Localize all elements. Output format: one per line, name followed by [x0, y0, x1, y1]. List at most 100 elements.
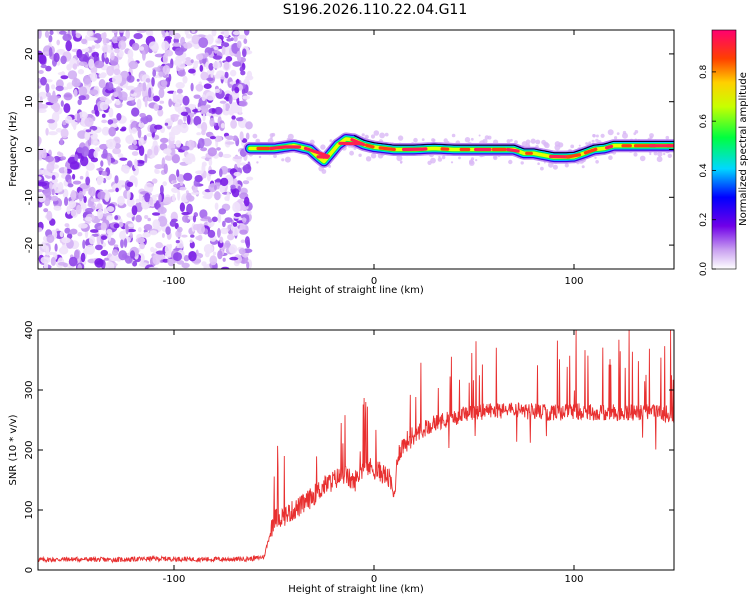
noise-speckle — [104, 57, 110, 65]
noise-speckle — [173, 183, 181, 188]
noise-speckle — [178, 69, 186, 77]
snr-x-tick-label: -100 — [163, 574, 186, 585]
page-title: S196.2026.110.22.04.G11 — [282, 2, 468, 18]
noise-speckle — [67, 183, 74, 188]
noise-speckle — [131, 151, 139, 156]
ridge-halo-speckle — [581, 165, 585, 169]
snr-x-axis-label: Height of straight line (km) — [288, 584, 424, 595]
noise-speckle — [233, 171, 242, 177]
noise-speckle — [51, 188, 55, 196]
ridge-peak-segment — [269, 145, 287, 151]
noise-speckle — [113, 223, 120, 229]
noise-speckle — [138, 122, 145, 128]
noise-speckle — [225, 141, 235, 145]
noise-speckle — [77, 99, 82, 106]
noise-speckle — [75, 32, 81, 39]
noise-speckle — [162, 148, 172, 155]
noise-speckle — [170, 114, 180, 118]
noise-speckle — [91, 45, 95, 50]
noise-speckle — [231, 188, 240, 198]
noise-speckle — [49, 182, 53, 189]
noise-speckle — [222, 102, 226, 113]
noise-speckle — [117, 35, 127, 42]
noise-speckle — [127, 49, 134, 60]
noise-speckle — [50, 256, 57, 266]
noise-speckle — [153, 145, 159, 156]
noise-speckle — [84, 132, 90, 141]
ridge-halo-speckle — [514, 140, 518, 145]
noise-speckle — [144, 192, 151, 203]
noise-speckle — [72, 63, 78, 70]
ridge-halo-speckle — [608, 155, 613, 160]
noise-speckle — [53, 205, 62, 211]
noise-speckle — [86, 30, 94, 37]
noise-speckle — [193, 115, 202, 126]
noise-speckle — [222, 257, 226, 262]
ridge-halo-speckle — [585, 142, 588, 145]
noise-speckle — [168, 73, 172, 82]
noise-speckle — [201, 161, 207, 167]
noise-speckle — [84, 117, 94, 127]
noise-speckle — [188, 68, 196, 74]
noise-speckle — [126, 86, 133, 91]
noise-speckle — [106, 139, 111, 143]
ridge-halo-speckle — [622, 132, 628, 139]
noise-speckle — [147, 148, 153, 156]
noise-speckle — [145, 78, 151, 83]
ridge-peak-segment — [506, 147, 520, 153]
ridge-halo-speckle — [595, 134, 599, 138]
ridge-halo-speckle — [458, 156, 461, 160]
spectrogram-x-axis-label: Height of straight line (km) — [288, 285, 424, 296]
noise-speckle — [214, 74, 222, 79]
noise-speckle — [61, 237, 71, 244]
noise-speckle — [183, 255, 190, 262]
noise-speckle — [243, 196, 250, 207]
noise-speckle — [193, 60, 199, 69]
noise-speckle — [107, 155, 112, 166]
noise-speckle — [196, 223, 200, 233]
noise-speckle — [78, 61, 88, 67]
noise-speckle — [186, 192, 192, 201]
noise-speckle — [238, 106, 243, 114]
noise-speckle — [208, 63, 214, 71]
noise-speckle — [243, 38, 248, 44]
noise-speckle — [161, 79, 167, 87]
noise-speckle — [182, 95, 190, 106]
noise-speckle — [163, 196, 172, 205]
noise-speckle — [189, 241, 195, 249]
noise-speckle — [131, 42, 140, 51]
noise-speckle — [170, 147, 176, 156]
noise-speckle — [144, 153, 148, 164]
noise-speckle — [221, 45, 226, 55]
noise-speckle — [54, 243, 58, 252]
noise-speckle — [45, 245, 50, 256]
noise-speckle — [233, 35, 238, 42]
noise-speckle — [233, 156, 243, 160]
noise-speckle — [60, 100, 64, 107]
noise-speckle — [172, 90, 177, 102]
colorbar-tick-label: 0.8 — [699, 64, 709, 79]
noise-speckle — [176, 260, 185, 265]
noise-speckle — [115, 99, 121, 106]
spectrogram-y-tick-label: 20 — [24, 48, 35, 61]
noise-speckle — [85, 129, 92, 133]
ridge-halo-speckle — [450, 161, 454, 164]
noise-speckle — [181, 234, 188, 238]
noise-speckle — [169, 30, 174, 36]
spectrogram-y-tick-label: 0 — [24, 146, 35, 152]
noise-speckle — [142, 232, 151, 238]
noise-speckle — [104, 257, 109, 261]
noise-speckle — [44, 197, 51, 207]
noise-speckle — [49, 95, 59, 104]
noise-speckle — [126, 228, 136, 233]
noise-speckle — [218, 151, 224, 158]
noise-speckle — [232, 222, 238, 227]
noise-speckle — [228, 94, 233, 105]
ridge-halo-speckle — [639, 155, 646, 162]
noise-speckle — [99, 96, 107, 102]
noise-speckle — [101, 119, 108, 124]
noise-speckle — [236, 40, 242, 49]
ridge-halo-speckle — [540, 166, 544, 171]
noise-speckle — [134, 177, 138, 188]
noise-speckle — [94, 43, 101, 49]
